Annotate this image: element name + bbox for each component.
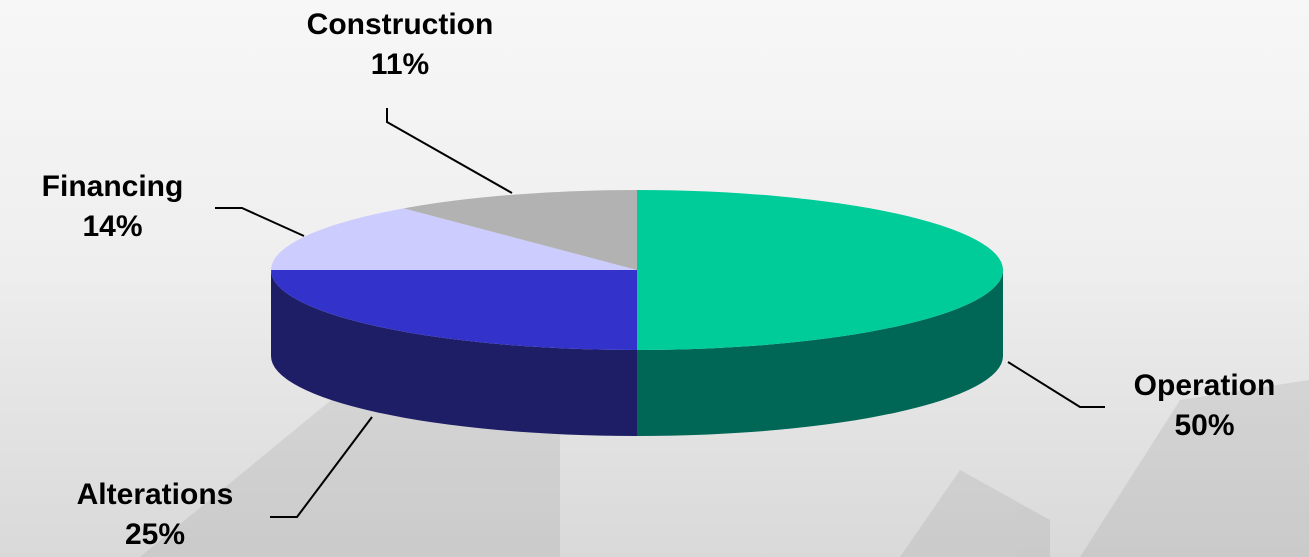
label-operation-name: Operation xyxy=(1133,369,1276,402)
pie-tops xyxy=(271,190,1003,350)
label-alterations: Alterations 25% xyxy=(0,475,310,555)
label-construction: Construction 11% xyxy=(230,5,570,85)
pie-side-alterations xyxy=(271,270,637,436)
leader-financing xyxy=(215,207,305,237)
pie-side-operation xyxy=(637,270,1003,436)
leader-construction xyxy=(386,108,513,194)
pie-slice-operation xyxy=(637,190,1003,350)
label-financing-name: Financing xyxy=(41,170,184,203)
leader-lines xyxy=(215,108,1105,518)
label-operation-pct: 50% xyxy=(1174,409,1235,442)
label-operation: Operation 50% xyxy=(1100,366,1309,446)
pie-sides xyxy=(271,270,1003,436)
label-construction-pct: 11% xyxy=(370,48,430,81)
pie-slice-construction xyxy=(403,190,637,270)
label-alterations-pct: 25% xyxy=(124,518,186,551)
pie-slice-alterations xyxy=(271,270,637,350)
label-financing-pct: 14% xyxy=(82,210,143,243)
label-construction-name: Construction xyxy=(306,8,494,41)
leader-operation xyxy=(1007,361,1105,408)
pie-slice-financing xyxy=(271,208,637,270)
leader-alterations xyxy=(270,416,373,518)
label-alterations-name: Alterations xyxy=(76,478,234,511)
label-financing: Financing 14% xyxy=(0,167,225,247)
